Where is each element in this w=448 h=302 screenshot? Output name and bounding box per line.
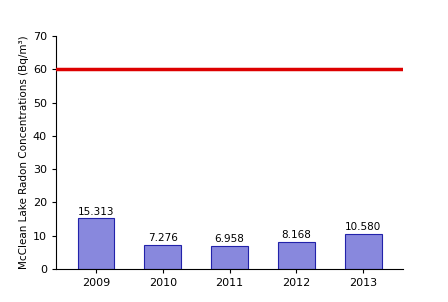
- Bar: [345, 234, 382, 269]
- Text: 8.168: 8.168: [281, 230, 311, 240]
- Text: 10.580: 10.580: [345, 222, 381, 232]
- Bar: [78, 218, 114, 269]
- Text: 7.276: 7.276: [148, 233, 178, 243]
- Text: 15.313: 15.313: [78, 207, 114, 217]
- Bar: [144, 245, 181, 269]
- Bar: [211, 246, 248, 269]
- Text: 6.958: 6.958: [215, 234, 245, 244]
- Y-axis label: McClean Lake Radon Concentrations (Bq/m³): McClean Lake Radon Concentrations (Bq/m³…: [19, 36, 29, 269]
- Bar: [278, 242, 315, 269]
